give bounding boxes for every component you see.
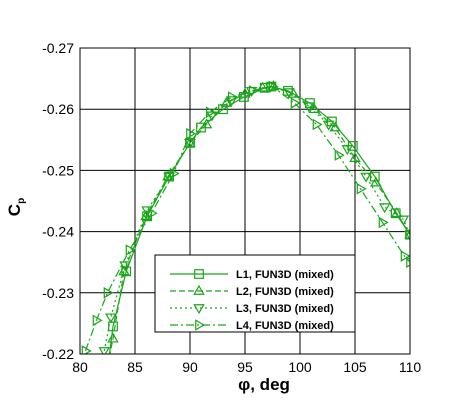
data-point bbox=[118, 265, 130, 276]
data-point bbox=[391, 207, 403, 218]
data-point bbox=[312, 118, 323, 131]
data-point bbox=[92, 314, 103, 327]
data-point bbox=[169, 167, 180, 180]
x-tick-label: 90 bbox=[182, 359, 198, 375]
data-point bbox=[341, 145, 354, 156]
data-point bbox=[283, 88, 295, 99]
plot-frame bbox=[79, 47, 411, 355]
legend-item-1: L1, FUN3D (mixed) bbox=[170, 269, 334, 281]
data-point bbox=[125, 244, 136, 256]
data-point bbox=[356, 182, 367, 195]
data-point bbox=[404, 228, 410, 239]
series-4 bbox=[81, 80, 410, 354]
y-axis-label-main: Cp bbox=[5, 198, 27, 216]
data-point bbox=[334, 149, 345, 161]
data-point bbox=[400, 250, 410, 262]
data-point bbox=[184, 136, 196, 147]
legend-marker bbox=[193, 284, 205, 295]
data-point bbox=[405, 229, 410, 240]
x-tick-label: 85 bbox=[127, 359, 143, 375]
tick-labels: 80 85 90 95 100 105 110 -0.22 -0.23 -0.24 -0.25 -0.… bbox=[42, 40, 421, 375]
x-tick-label: 110 bbox=[399, 359, 422, 375]
data-point bbox=[98, 347, 110, 354]
data-point bbox=[227, 91, 238, 103]
data-point bbox=[303, 102, 315, 113]
data-point bbox=[81, 345, 92, 354]
data-point bbox=[268, 80, 279, 93]
data-point bbox=[186, 127, 197, 140]
data-point bbox=[329, 121, 341, 132]
y-tick-label: -0.27 bbox=[42, 40, 74, 56]
data-point bbox=[184, 139, 196, 150]
x-tick-label: 100 bbox=[288, 359, 312, 375]
data-point bbox=[105, 313, 117, 324]
x-tick-label: 95 bbox=[237, 359, 253, 375]
data-point bbox=[200, 118, 213, 129]
y-tick-label: -0.22 bbox=[42, 346, 74, 362]
data-point bbox=[378, 203, 391, 214]
data-point bbox=[248, 85, 259, 97]
x-axis-label: φ, deg bbox=[238, 375, 290, 394]
y-axis-label: Cp bbox=[5, 198, 27, 216]
data-point bbox=[103, 287, 114, 299]
legend-item-4: L4, FUN3D (mixed) bbox=[170, 319, 334, 332]
y-tick-label: -0.26 bbox=[42, 101, 74, 117]
x-tick-label: 105 bbox=[343, 359, 367, 375]
data-point bbox=[322, 120, 335, 131]
series-line bbox=[84, 85, 410, 352]
data-point bbox=[205, 106, 216, 119]
x-tick-label: 80 bbox=[72, 359, 88, 375]
data-point bbox=[206, 111, 218, 122]
data-point bbox=[256, 81, 269, 92]
legend-item-2: L2, FUN3D (mixed) bbox=[170, 284, 334, 298]
series-layer bbox=[81, 80, 410, 354]
data-point bbox=[141, 206, 153, 217]
legend-label: L2, FUN3D (mixed) bbox=[236, 286, 334, 298]
legend: L1, FUN3D (mixed) L2, FUN3D (mixed) L3, FU… bbox=[154, 254, 356, 333]
legend-item-3: L3, FUN3D (mixed) bbox=[170, 303, 334, 315]
legend-box bbox=[154, 254, 356, 333]
data-point bbox=[290, 97, 301, 109]
data-point bbox=[370, 176, 382, 187]
y-tick-label: -0.25 bbox=[42, 162, 74, 178]
legend-marker bbox=[195, 319, 206, 331]
data-point bbox=[107, 332, 119, 343]
data-point bbox=[378, 216, 389, 229]
data-point bbox=[406, 256, 410, 268]
y-tick-label: -0.23 bbox=[42, 285, 74, 301]
data-point bbox=[119, 261, 131, 272]
legend-label: L4, FUN3D (mixed) bbox=[236, 320, 334, 332]
data-point bbox=[108, 321, 118, 332]
data-point bbox=[360, 172, 372, 183]
data-point bbox=[404, 230, 410, 241]
legend-marker bbox=[194, 269, 204, 279]
y-tick-label: -0.24 bbox=[42, 224, 74, 240]
legend-marker bbox=[193, 304, 205, 315]
legend-label: L1, FUN3D (mixed) bbox=[236, 269, 334, 281]
data-point bbox=[239, 87, 251, 98]
data-point bbox=[397, 215, 410, 226]
legend-label: L3, FUN3D (mixed) bbox=[236, 303, 334, 315]
data-point bbox=[147, 207, 158, 220]
